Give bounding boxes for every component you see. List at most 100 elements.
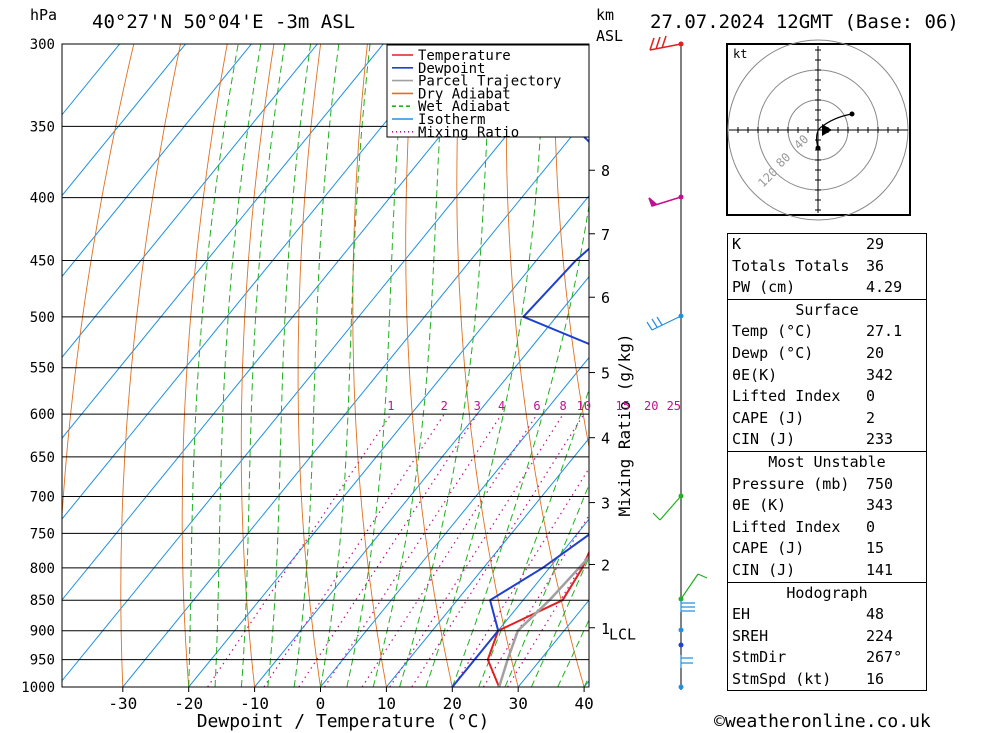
surface-section: Surface Temp (°C) 27.1 Dewp (°C) 20 θE(K) 342…: [727, 299, 927, 452]
stats-key: Lifted Index: [732, 517, 841, 536]
height-tick-label: 7: [601, 226, 610, 244]
height-unit-asl: ASL: [596, 27, 623, 45]
wet-adiabat-line: [399, 44, 493, 687]
pressure-label: 500: [30, 310, 55, 326]
hodograph-trace: [816, 113, 853, 149]
stats-value: 27.1: [866, 322, 903, 341]
wet-adiabat-line: [425, 44, 547, 687]
dry-adiabat-line: [975, 44, 1000, 687]
hodograph-unit: kt: [733, 47, 747, 61]
pressure-label: 900: [30, 624, 55, 640]
hodograph-section: Hodograph EH 48 SREH 224 StmDir 267° StmSpd (k…: [727, 582, 927, 692]
pressure-label: 300: [30, 37, 55, 53]
legend-label: Dewpoint: [418, 61, 485, 77]
wet-adiabat-line: [320, 44, 371, 687]
lcl-label: LCL: [609, 626, 636, 644]
x-tick-label: -30: [108, 694, 137, 713]
mixing-ratio-label: 20: [644, 399, 658, 413]
stats-row: PW (cm) 4.29: [728, 277, 926, 299]
stats-value: 29: [866, 235, 885, 253]
stats-row: SREH 224: [728, 626, 926, 648]
x-tick-label: -10: [240, 694, 269, 713]
wet-adiabat-line: [451, 202, 589, 687]
hodograph-point: [849, 111, 855, 117]
stats-row: CIN (J) 141: [728, 560, 926, 582]
legend-label: Wet Adiabat: [418, 99, 511, 115]
hodograph-point: [815, 145, 821, 151]
pressure-label: 600: [30, 407, 55, 423]
most-unstable-section: Most Unstable Pressure (mb) 750 θE (K) 343 L…: [727, 451, 927, 583]
location-title: 40°27'N 50°04'E -3m ASL: [92, 11, 355, 33]
axes: -30 -20 -10 0 10 20 30 40 Dewpoint / Temperature…: [30, 6, 636, 732]
dry-adiabat-line: [297, 44, 322, 687]
stats-value: 343: [866, 496, 894, 515]
profile-dewpoint: [451, 112, 589, 687]
legend-label: Mixing Ratio: [418, 125, 519, 141]
wind-barb: [648, 196, 682, 208]
profile-parcel-trajectory: [497, 555, 589, 687]
stats-value: 15: [866, 539, 885, 558]
stats-key: StmSpd (kt): [732, 669, 832, 688]
stats-key: Temp (°C): [732, 322, 814, 341]
stats-value: 48: [866, 605, 885, 624]
stats-row: θE(K) 342: [728, 365, 926, 387]
pressure-label: 800: [30, 561, 55, 577]
wind-barb: [680, 573, 708, 600]
stats-key: Dewp (°C): [732, 343, 814, 362]
height-tick-label: 4: [601, 430, 610, 448]
stats-value: 2: [866, 408, 876, 427]
storm-motion-marker: [822, 124, 832, 136]
pressure-label: 400: [30, 191, 55, 207]
wet-adiabat-line: [372, 44, 446, 687]
height-tick-label: 5: [601, 365, 610, 383]
pressure-label: 850: [30, 593, 55, 609]
dry-adiabat-line: [120, 44, 181, 687]
stats-row: CAPE (J) 2: [728, 408, 926, 430]
stats-key: CAPE (J): [732, 539, 805, 558]
stats-key: CIN (J): [732, 430, 796, 449]
legend-box: [386, 44, 590, 138]
mixing-ratio-label: 6: [533, 399, 540, 413]
mixing-ratio-label: 8: [559, 399, 566, 413]
stats-row: EH 48: [728, 604, 926, 626]
isotherm-line: [62, 44, 121, 116]
wind-barb-dot: [678, 642, 684, 648]
dry-adiabat-line: [240, 44, 275, 687]
stats-key: EH: [732, 605, 751, 624]
stats-value: 224: [866, 626, 894, 645]
wind-barb: [646, 315, 682, 331]
height-tick-label: 6: [601, 289, 610, 307]
mixing-ratio-label: 25: [667, 399, 681, 413]
pressure-label: 750: [30, 526, 55, 542]
pressure-unit: hPa: [30, 6, 57, 24]
mixing-ratio-line: [298, 413, 478, 687]
profiles: [451, 112, 589, 687]
stats-row: Lifted Index 0: [728, 517, 926, 539]
stats-key: θE(K): [732, 365, 778, 384]
stats-key: Pressure (mb): [732, 474, 850, 493]
stats-key: K: [732, 235, 742, 253]
wet-adiabat-line: [214, 44, 262, 687]
stats-value: 750: [866, 474, 894, 493]
stats-row: Dewp (°C) 20: [728, 343, 926, 365]
wet-adiabat-line: [346, 44, 406, 687]
stats-value: 141: [866, 560, 894, 579]
isotherm-line: [254, 275, 589, 687]
wet-adiabat-line: [240, 44, 286, 687]
stats-row: Totals Totals 36: [728, 256, 926, 278]
mixing-ratio-line: [361, 413, 538, 687]
stats-table: K 29 Totals Totals 36 PW (cm) 4.29 Surface Te…: [727, 233, 927, 692]
stats-row: Temp (°C) 27.1: [728, 321, 926, 343]
pressure-label: 700: [30, 490, 55, 506]
wind-barb: [680, 599, 695, 612]
dry-adiabat-line: [553, 44, 589, 450]
stats-value: 0: [866, 387, 876, 406]
stats-key: StmDir: [732, 648, 787, 667]
pressure-label: 950: [30, 653, 55, 669]
stats-row: StmDir 267°: [728, 647, 926, 669]
stats-row: Lifted Index 0: [728, 386, 926, 408]
pressure-label: 350: [30, 119, 55, 135]
isotherm-line: [320, 356, 589, 687]
height-tick-label: 8: [601, 162, 610, 180]
stats-value: 233: [866, 430, 894, 449]
